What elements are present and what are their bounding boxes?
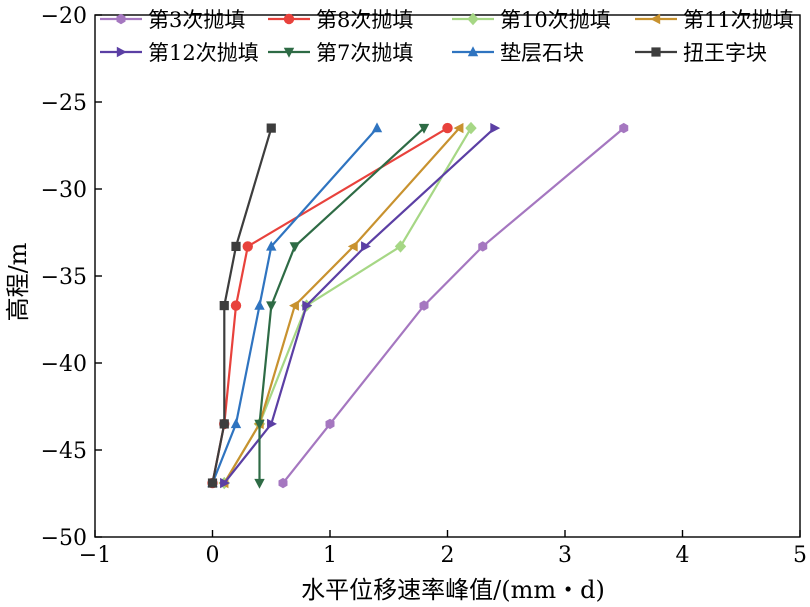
series-layer [207,121,629,490]
y-tick-label: −35 [41,265,87,290]
legend-label: 第11次抛填 [683,8,794,32]
legend-entry: 第12次抛填 [100,41,259,65]
data-point [230,300,242,311]
legend-entry: 扭王字块 [635,41,767,65]
legend-marker [116,13,126,25]
y-axis-title: 高程/m [4,242,32,321]
data-point [453,122,464,134]
legend-marker [651,47,661,57]
y-axis: −20 −25 −30 −35 −40 −45 −50 [41,4,102,551]
legend-entry: 垫层石块 [452,41,584,65]
plot-area [94,14,801,538]
data-point [231,241,241,252]
x-tick-label: 3 [558,543,572,568]
data-point [230,418,242,429]
y-tick-label: −20 [41,4,87,29]
x-axis-title: 水平位移速率峰值/(mm・d) [301,576,605,604]
y-tick-label: −30 [41,178,87,203]
data-point [254,299,265,310]
legend-marker [467,46,479,57]
x-tick-label: 1 [323,543,337,568]
legend-entry: 第7次抛填 [268,41,413,65]
y-tick-label: −25 [41,91,87,116]
data-point [289,300,299,311]
legend-label: 第3次抛填 [148,8,245,32]
data-point [394,240,407,253]
data-point [242,241,253,252]
legend-label: 第10次抛填 [500,8,611,32]
data-point [490,122,501,134]
x-axis: −1 0 1 2 3 4 5 [79,530,807,568]
legend-marker [283,13,295,25]
series-line [282,127,625,484]
legend-entry: 第3次抛填 [100,8,245,32]
x-tick-label: −1 [79,543,111,568]
data-point [219,300,229,311]
legend-marker [467,12,479,26]
data-point [478,241,488,252]
legend-marker [283,47,295,58]
data-point [442,122,453,134]
x-tick-label: 0 [206,543,220,568]
data-point [254,478,265,489]
data-point [418,123,430,134]
series-5 [220,122,501,489]
data-point [254,419,265,430]
legend-marker [650,13,661,25]
x-tick-label: 2 [441,543,455,568]
data-point [419,300,429,311]
legend-marker [116,46,127,58]
data-point [289,242,300,253]
legend-entry: 第10次抛填 [452,8,611,32]
legend-label: 垫层石块 [500,41,584,65]
data-point [302,300,313,311]
y-tick-label: −40 [41,352,87,377]
data-point [371,122,383,133]
legend-entry: 第8次抛填 [268,8,413,32]
legend-label: 第7次抛填 [316,41,413,65]
legend-entry: 第11次抛填 [635,8,794,32]
y-tick-label: −50 [41,526,87,551]
x-tick-label: 4 [676,543,690,568]
series-1 [278,122,629,489]
series-6 [254,123,430,489]
data-point [219,419,229,429]
data-point [361,241,371,252]
legend-label: 第12次抛填 [148,41,259,65]
data-point [266,240,277,251]
data-point [220,477,230,489]
data-point [465,121,477,135]
data-point [266,301,277,312]
series-line [258,127,425,484]
series-8 [207,123,276,488]
data-point [619,122,629,134]
y-tick-label: −45 [41,439,87,464]
legend-label: 扭王字块 [683,41,767,65]
legend-label: 第8次抛填 [316,8,413,32]
data-point [347,241,358,252]
data-point [278,477,288,489]
plot-border [94,14,801,538]
data-point [267,418,277,430]
data-point [266,123,276,133]
data-point [325,418,335,430]
x-tick-label: 5 [793,543,807,568]
data-point [207,478,218,488]
